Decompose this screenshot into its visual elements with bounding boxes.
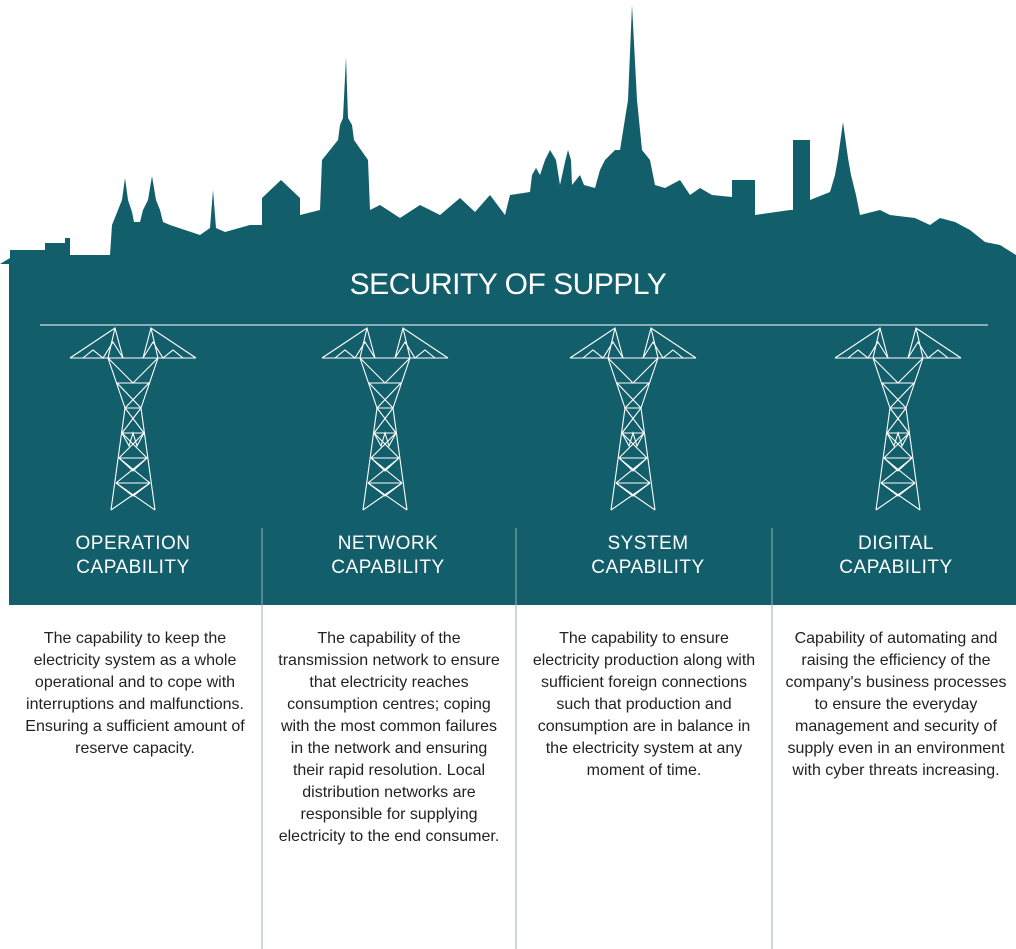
title: SECURITY OF SUPPLY xyxy=(0,268,1016,302)
page: SECURITY OF SUPPLY OPERATION CAPABILITY … xyxy=(0,0,1016,949)
pillar-heading: DIGITAL CAPABILITY xyxy=(816,532,976,580)
pillar-description: Capability of automating and raising the… xyxy=(783,628,1009,782)
pillar-description: The capability to ensure electricity pro… xyxy=(531,628,757,782)
pillar-heading: SYSTEM CAPABILITY xyxy=(568,532,728,580)
pillar-heading: OPERATION CAPABILITY xyxy=(53,532,213,580)
graphic xyxy=(0,0,1016,949)
pillar-description: The capability of the transmission netwo… xyxy=(276,628,502,848)
pillar-heading: NETWORK CAPABILITY xyxy=(308,532,468,580)
pillar-description: The capability to keep the electricity s… xyxy=(22,628,248,760)
skyline xyxy=(0,5,1016,264)
